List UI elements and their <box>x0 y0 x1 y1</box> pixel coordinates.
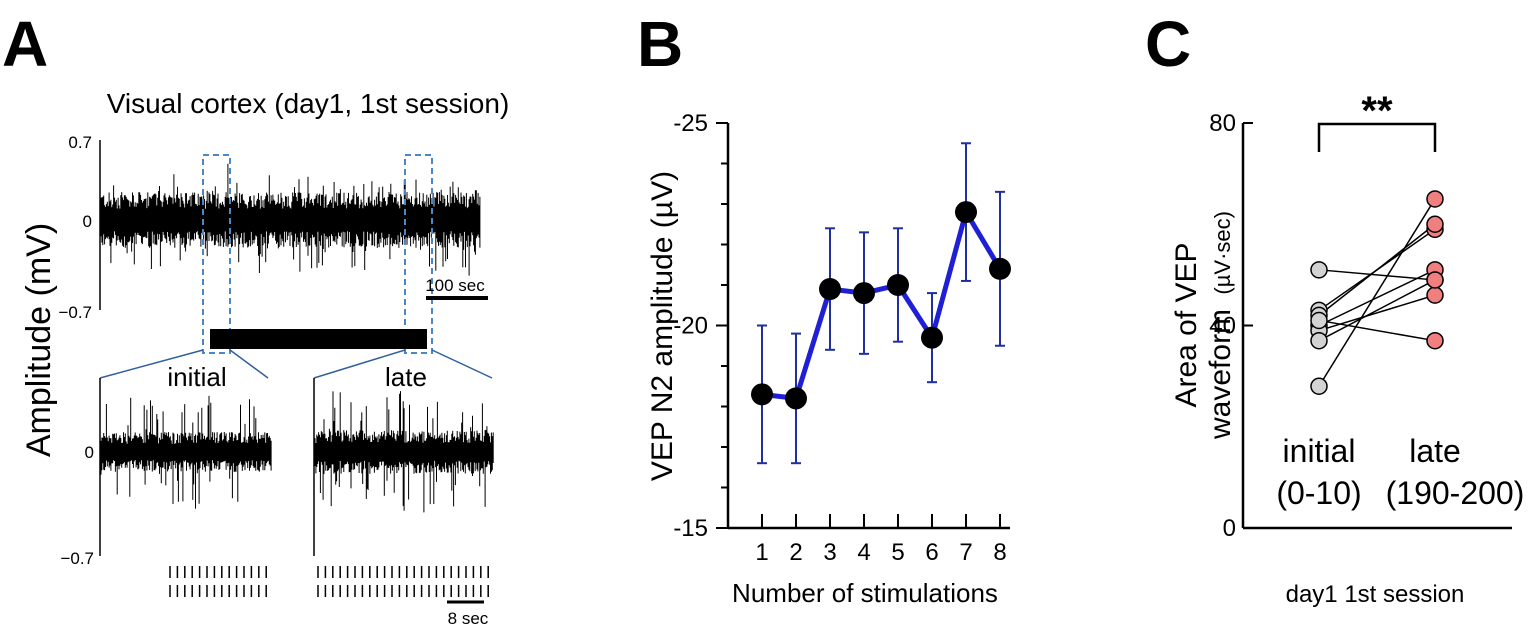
chart-b-point <box>955 201 977 224</box>
panel-a-initial-window <box>202 154 231 354</box>
chart-b-ylabel: VEP N2 amplitude (µV) <box>646 171 679 481</box>
chart-c-pair-line <box>1318 294 1436 332</box>
panel-a-late-trace <box>314 391 494 513</box>
chart-b-x-tick-label: 8 <box>993 539 1006 566</box>
chart-b-point <box>989 257 1011 280</box>
chart-c-category-range: (0-10) <box>1276 475 1361 511</box>
chart-b-x-tick-label: 7 <box>959 539 972 566</box>
chart-c-y-tick-label: 80 <box>1209 110 1236 137</box>
panel-letter-a: A <box>2 8 48 80</box>
chart-c-category-label: late <box>1409 433 1461 469</box>
panel-a-label-initial: initial <box>167 362 226 392</box>
chart-c-ylabel-line1: Area of VEP <box>1170 242 1203 407</box>
chart-c-point-late <box>1426 286 1444 304</box>
chart-c-ylabel-unit: (µV·sec) <box>1210 211 1235 295</box>
panel-a-full-trace <box>100 163 481 276</box>
panel-a-ylabel: Amplitude (mV) <box>20 223 58 457</box>
chart-c-y-tick-label: 0 <box>1223 515 1236 542</box>
chart-b-x-tick-label: 1 <box>755 539 768 566</box>
panel-letter-c: C <box>1145 8 1191 80</box>
panel-a-bottom-tick-min: −0.7 <box>60 549 94 568</box>
chart-c-ylabel-line2: waveform (µV·sec) <box>1204 211 1237 440</box>
chart-c-point-late <box>1426 190 1444 208</box>
chart-c-category-range: (190-200) <box>1386 475 1525 511</box>
panel-a-scale-bottom-label: 8 sec <box>448 609 489 628</box>
panel-a-top-tick-zero: 0 <box>83 212 92 231</box>
panel-a-late-window <box>404 154 433 354</box>
chart-c-point-initial <box>1310 311 1328 330</box>
chart-b-point <box>887 274 909 296</box>
chart-c-point-late <box>1426 215 1444 233</box>
chart-b-x-tick-label: 5 <box>891 539 904 566</box>
chart-b-y-tick-label: -20 <box>673 313 708 340</box>
panel-a-top-tick-max: 0.7 <box>68 133 92 152</box>
chart-c-pair-line <box>1318 223 1436 316</box>
chart-c-pair-line <box>1318 198 1436 387</box>
chart-c-ylabel-word: waveform <box>1204 309 1237 440</box>
chart-c-pair-line <box>1318 269 1436 281</box>
panel-a-zoom-line-initial-right <box>229 349 269 379</box>
panel-letter-b: B <box>637 8 683 80</box>
panel-a-bottom-tick-zero: 0 <box>85 443 94 462</box>
chart-c-point-initial <box>1310 377 1328 395</box>
chart-c-point-initial <box>1310 331 1328 350</box>
chart-b: -25 -20 -15 1 2 3 4 5 6 7 8 <box>673 110 1011 566</box>
panel-a-scale-top-label: 100 sec <box>425 276 485 295</box>
panel-a-zoom-line-late-left <box>313 349 406 379</box>
chart-c-y-tick-label: 40 <box>1209 313 1236 340</box>
chart-c-significance-bracket <box>1317 122 1437 152</box>
chart-b-x-tick-label: 6 <box>925 539 938 566</box>
chart-c-xlabel: day1 1st session <box>1286 581 1465 608</box>
panel-a-zoom-line-late-right <box>431 349 493 379</box>
chart-c-point-late <box>1426 331 1444 350</box>
chart-b-point <box>921 326 943 349</box>
panel-a-label-late: late <box>385 362 427 392</box>
chart-b-x-tick-label: 2 <box>789 539 802 566</box>
chart-b-x-tick-label: 4 <box>857 539 870 566</box>
panel-a-initial-trace <box>100 395 272 509</box>
chart-c-pair-line <box>1318 319 1436 342</box>
chart-b-x-tick-label: 3 <box>823 539 836 566</box>
panel-a-stimulation-bar <box>210 329 427 349</box>
panel-a-title: Visual cortex (day1, 1st session) <box>107 88 510 119</box>
chart-b-series-line <box>761 209 1003 401</box>
panel-a-stimulus-ticks <box>169 566 489 597</box>
chart-c-category-label: initial <box>1283 433 1356 469</box>
chart-c-point-late <box>1426 271 1444 289</box>
chart-c-pair-line <box>1318 269 1436 327</box>
chart-b-point <box>785 387 807 410</box>
chart-b-point <box>819 278 841 301</box>
chart-c-pair-line <box>1318 279 1436 342</box>
chart-b-point <box>853 282 875 305</box>
chart-b-xlabel: Number of stimulations <box>732 578 998 608</box>
chart-c-point-initial <box>1310 261 1328 279</box>
chart-b-point <box>751 383 773 406</box>
chart-b-y-tick-label: -15 <box>673 515 708 542</box>
panel-a-top-tick-min: −0.7 <box>58 303 92 322</box>
chart-b-y-tick-label: -25 <box>673 110 708 137</box>
panel-a-zoom-line-initial-left <box>99 349 204 379</box>
chart-c-significance-label: ** <box>1361 89 1393 133</box>
chart-c: 0 40 80 ** initial (0-10) late (190-200) <box>1209 89 1524 542</box>
